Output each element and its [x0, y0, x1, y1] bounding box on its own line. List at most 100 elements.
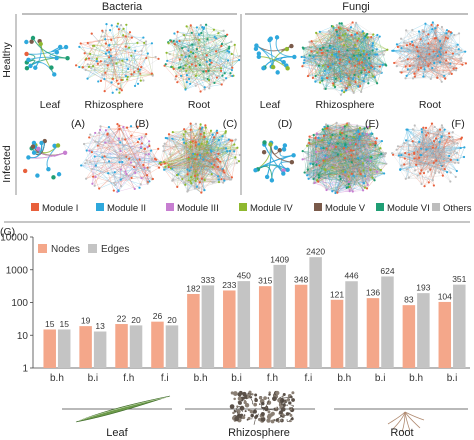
- network-node: [144, 40, 148, 43]
- network-edge: [324, 58, 351, 89]
- network-node: [428, 53, 431, 56]
- network-node: [448, 72, 451, 76]
- network-node: [114, 183, 117, 187]
- network-node: [188, 55, 191, 58]
- network-node: [222, 29, 225, 32]
- network-node: [379, 70, 382, 74]
- network-node: [364, 74, 368, 77]
- network-node: [334, 77, 337, 80]
- network-edge: [172, 131, 196, 143]
- network-node: [155, 158, 158, 161]
- network-edge: [450, 46, 457, 64]
- network-node: [126, 78, 129, 81]
- network-node: [164, 136, 167, 140]
- network-node: [212, 144, 215, 147]
- network-node: [194, 158, 197, 161]
- network-edge: [133, 58, 159, 76]
- network-node: [215, 37, 218, 40]
- network-node: [118, 91, 121, 94]
- network-node: [192, 143, 195, 147]
- network-node: [214, 50, 218, 53]
- network-node: [324, 87, 327, 90]
- network-edge: [355, 183, 364, 191]
- network-node: [185, 25, 188, 28]
- network-edge: [337, 173, 385, 193]
- network-node: [106, 133, 109, 136]
- network-edge: [336, 49, 372, 55]
- network-edge: [337, 153, 382, 165]
- network-edge: [112, 32, 131, 79]
- network-edge: [374, 64, 384, 78]
- network-node: [314, 80, 317, 83]
- network-node: [188, 171, 191, 174]
- network-node: [339, 153, 343, 156]
- network-node: [411, 77, 415, 80]
- network-edge: [218, 139, 231, 180]
- network-node: [217, 74, 220, 78]
- network-node: [203, 189, 206, 192]
- network-edge: [334, 54, 347, 91]
- network-node: [202, 161, 205, 164]
- network-edge: [321, 148, 333, 192]
- network-node: [198, 181, 201, 184]
- network-node: [95, 57, 98, 60]
- network-node: [216, 131, 219, 134]
- network-edge: [131, 69, 140, 75]
- network-edge: [319, 48, 335, 78]
- network-node: [427, 42, 430, 45]
- network-node: [112, 58, 115, 61]
- network-node: [303, 59, 306, 62]
- network-edge: [430, 54, 441, 79]
- network-node: [341, 33, 344, 37]
- network-node: [445, 51, 448, 54]
- network-node: [256, 54, 262, 60]
- network-edge: [207, 46, 230, 80]
- network-node: [450, 49, 453, 52]
- network-node: [336, 61, 339, 64]
- network-node: [419, 38, 422, 41]
- network-edge: [140, 137, 142, 147]
- network-edge: [206, 61, 233, 77]
- network-edge: [425, 23, 436, 29]
- network-node: [367, 53, 370, 56]
- network-node: [139, 145, 143, 149]
- network-node: [333, 85, 337, 89]
- network-node: [427, 64, 430, 67]
- network-edge: [407, 63, 422, 69]
- network-edge: [102, 138, 140, 158]
- network-edge: [96, 32, 131, 59]
- network-node: [406, 58, 409, 61]
- network-node: [230, 68, 234, 72]
- network-node: [308, 138, 311, 141]
- network-node: [157, 166, 161, 169]
- network-node: [445, 59, 448, 62]
- network-node: [178, 39, 181, 43]
- network-edge: [184, 149, 207, 183]
- network-edge: [328, 54, 376, 66]
- network-node: [187, 157, 190, 161]
- network-node: [222, 181, 225, 184]
- network-node: [314, 136, 317, 139]
- network-node: [194, 179, 197, 182]
- network-node: [140, 49, 143, 53]
- network-edge: [338, 51, 354, 93]
- network-edge: [339, 23, 349, 31]
- network-node: [317, 64, 321, 67]
- network-node: [150, 157, 154, 160]
- network-node: [331, 53, 334, 56]
- network-node: [122, 125, 125, 129]
- network-node: [139, 79, 142, 82]
- network-edge: [318, 173, 361, 176]
- network-edge: [97, 133, 147, 146]
- network-node: [158, 161, 161, 165]
- network-node: [107, 172, 110, 175]
- network-node: [376, 82, 379, 85]
- network-node: [209, 129, 213, 132]
- network-edge: [28, 142, 43, 159]
- network-node: [282, 143, 288, 148]
- network-node: [375, 137, 378, 140]
- network-node: [347, 77, 350, 80]
- network-node: [208, 83, 211, 86]
- network-node: [435, 63, 439, 66]
- network-node: [206, 38, 209, 41]
